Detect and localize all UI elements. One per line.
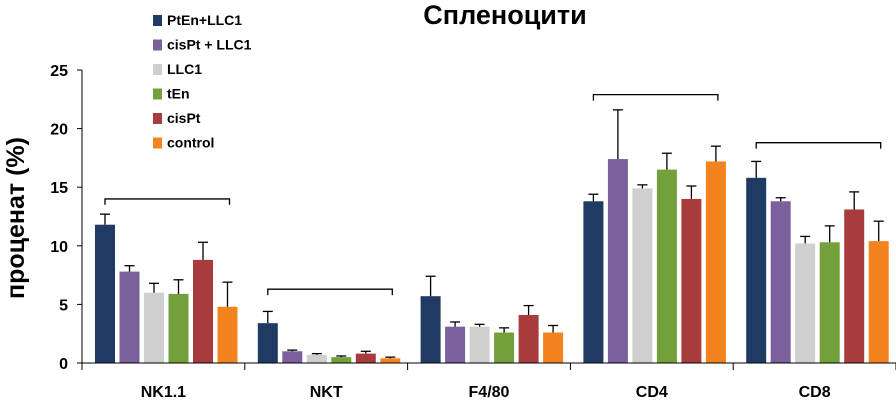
legend-swatch (153, 113, 162, 124)
y-tick-label: 0 (59, 356, 68, 373)
y-tick-label: 5 (59, 297, 68, 314)
bar (282, 351, 303, 363)
bar (844, 209, 865, 363)
y-tick-label: 10 (50, 239, 68, 256)
bar (257, 323, 278, 363)
legend-swatch (153, 39, 162, 51)
bar (380, 358, 401, 363)
bar (795, 243, 816, 363)
significance-bracket (592, 93, 719, 101)
bar (868, 241, 889, 363)
legend-swatch (153, 15, 162, 26)
bar (607, 159, 628, 363)
legend-swatch (153, 137, 162, 149)
bar (306, 354, 327, 363)
chart-title: Спленоцити (423, 0, 586, 30)
significance-bracket (104, 198, 231, 205)
legend-swatch (153, 88, 162, 100)
bar (469, 326, 490, 363)
bar (543, 332, 564, 363)
y-tick-label: 15 (50, 180, 68, 197)
bar (217, 306, 238, 363)
bar (819, 242, 840, 363)
legend-label: control (167, 135, 214, 151)
bar (518, 314, 539, 363)
legend-label: cisPt (167, 110, 201, 126)
y-axis-label: проценат (%) (2, 137, 30, 299)
bar (705, 161, 726, 363)
bar (494, 332, 515, 363)
bar (583, 201, 604, 363)
bar (95, 224, 115, 363)
bar (656, 169, 677, 363)
significance-bracket (755, 142, 882, 149)
x-category-label: NKT (310, 384, 343, 400)
bar (746, 177, 767, 363)
bar (770, 201, 791, 363)
bar (632, 188, 653, 363)
x-category-label: CD8 (799, 384, 831, 400)
bar (168, 293, 189, 363)
legend-swatch (153, 64, 162, 75)
legend-label: tEn (167, 86, 190, 102)
significance-bracket (267, 288, 393, 296)
bar (144, 292, 164, 363)
bar (193, 259, 213, 363)
legend-label: LLC1 (167, 61, 202, 77)
bar (420, 296, 441, 363)
bar (119, 271, 140, 363)
bar (355, 353, 376, 363)
y-tick-label: 25 (50, 63, 68, 80)
bar (681, 198, 702, 363)
x-category-label: NK1.1 (141, 384, 186, 400)
bar (445, 326, 466, 363)
legend-label: PtEn+LLC1 (167, 12, 242, 28)
y-tick-label: 20 (50, 122, 68, 139)
x-category-label: CD4 (636, 384, 668, 400)
legend-label: cisPt + LLC1 (167, 37, 252, 53)
x-category-label: F4/80 (469, 384, 510, 400)
bar (331, 357, 352, 363)
